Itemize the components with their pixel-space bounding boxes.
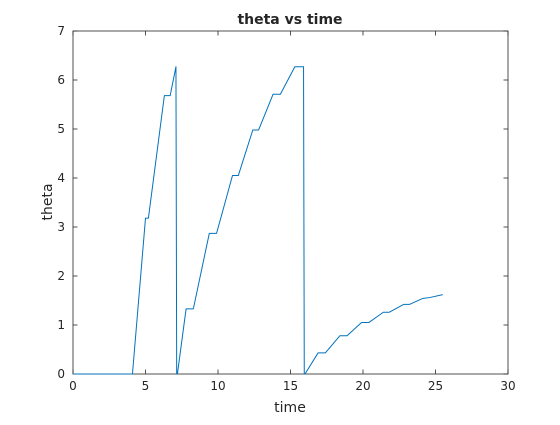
x-tick-label: 15 (283, 379, 298, 393)
x-tick-label: 25 (428, 379, 443, 393)
y-tick-label: 3 (57, 220, 65, 234)
plot-area (72, 30, 509, 375)
x-tick-label: 10 (210, 379, 225, 393)
x-tick-label: 20 (355, 379, 370, 393)
series-line-0 (73, 66, 443, 375)
x-tick-label: 0 (69, 379, 77, 393)
y-tick-label: 7 (57, 24, 65, 38)
y-tick-label: 1 (57, 318, 65, 332)
y-axis-label: theta (40, 183, 56, 220)
y-tick-label: 5 (57, 122, 65, 136)
y-tick-label: 6 (57, 73, 65, 87)
x-tick-label: 5 (142, 379, 150, 393)
x-tick-label: 30 (500, 379, 515, 393)
chart-title: theta vs time (237, 12, 342, 28)
y-tick-label: 4 (57, 171, 65, 185)
y-tick-label: 2 (57, 269, 65, 283)
x-axis-label: time (274, 400, 306, 416)
y-tick-label: 0 (57, 367, 65, 381)
